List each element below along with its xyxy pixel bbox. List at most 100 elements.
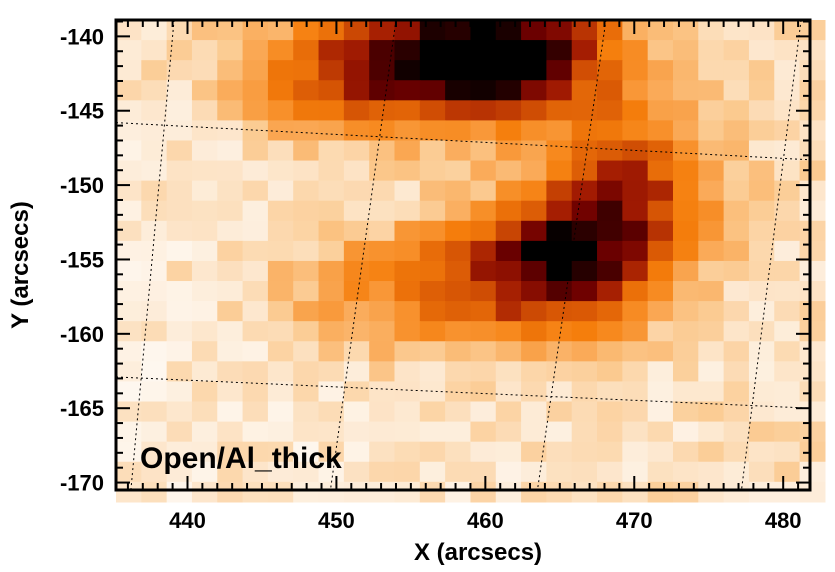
heatmap-cell [318, 441, 345, 463]
heatmap-cell [267, 381, 294, 403]
heatmap-cell [369, 441, 396, 463]
heatmap-cell [445, 160, 472, 182]
heatmap-cell [546, 381, 573, 403]
heatmap-cells [116, 20, 826, 503]
heatmap-cell [723, 441, 750, 463]
heatmap-cell [647, 260, 674, 282]
heatmap-cell [698, 421, 725, 443]
heatmap-cell [242, 461, 269, 483]
heatmap-cell [369, 140, 396, 162]
heatmap-cell [495, 220, 522, 242]
heatmap-cell [622, 20, 649, 41]
heatmap-cell [116, 160, 142, 182]
heatmap-cell [318, 301, 345, 322]
heatmap-cell [647, 180, 674, 202]
heatmap-cell [242, 120, 269, 142]
heatmap-cell [217, 481, 244, 503]
heatmap-cell [141, 120, 168, 142]
heatmap-cell [267, 260, 294, 282]
heatmap-cell [369, 421, 396, 443]
heatmap-cell [445, 200, 472, 222]
heatmap-cell [116, 260, 142, 282]
heatmap-cell [318, 80, 345, 101]
heatmap-cell [470, 421, 497, 443]
heatmap-cell [597, 220, 623, 242]
heatmap-cell [343, 80, 370, 101]
heatmap-cell [394, 260, 421, 282]
heatmap-cell [470, 481, 497, 503]
heatmap-cell [166, 100, 193, 121]
heatmap-cell [495, 401, 522, 423]
heatmap-cell [698, 220, 725, 242]
heatmap-cell [267, 441, 294, 463]
heatmap-cell [723, 361, 750, 383]
heatmap-cell [293, 240, 320, 262]
heatmap-cell [116, 180, 142, 202]
heatmap-cell [116, 40, 142, 61]
heatmap-cell [419, 100, 446, 121]
heatmap-cell [394, 381, 421, 403]
heatmap-cell [318, 281, 345, 302]
heatmap-cell [267, 321, 294, 342]
heatmap-cell [166, 281, 193, 302]
heatmap-cell [343, 381, 370, 403]
heatmap-cell [217, 321, 244, 342]
heatmap-cell [748, 341, 775, 362]
heatmap-cell [698, 301, 725, 322]
heatmap-cell [445, 281, 472, 302]
heatmap-cell [622, 421, 649, 443]
heatmap-cell [495, 80, 522, 101]
heatmap-cell [799, 441, 826, 463]
heatmap-cell [748, 361, 775, 383]
heatmap-cell [470, 80, 497, 101]
heatmap-cell [267, 80, 294, 101]
heatmap-cell [419, 140, 446, 162]
heatmap-cell [343, 341, 370, 362]
heatmap-cell [799, 321, 826, 342]
heatmap-cell [571, 461, 598, 483]
heatmap-cell [318, 160, 345, 182]
heatmap-cell [723, 401, 750, 423]
heatmap-cell [647, 461, 674, 483]
heatmap-cell [774, 461, 801, 483]
heatmap-cell [774, 60, 801, 81]
heatmap-cell [470, 401, 497, 423]
heatmap-cell [141, 260, 168, 282]
heatmap-cell [141, 100, 168, 121]
heatmap-cell [141, 160, 168, 182]
heatmap-cell [141, 200, 168, 222]
heatmap-cell [799, 200, 826, 222]
heatmap-cell [191, 301, 218, 322]
heatmap-cell [571, 421, 598, 443]
heatmap-cell [672, 381, 699, 403]
heatmap-cell [470, 160, 497, 182]
heatmap-cell [622, 461, 649, 483]
heatmap-cell [647, 40, 674, 61]
heatmap-cell [116, 281, 142, 302]
heatmap-cell [394, 160, 421, 182]
heatmap-cell [318, 120, 345, 142]
heatmap-cell [445, 40, 472, 61]
grid-line [329, 19, 397, 491]
heatmap-cell [217, 80, 244, 101]
heatmap-cell [242, 160, 269, 182]
heatmap-cell [647, 240, 674, 262]
heatmap-cell [672, 341, 699, 362]
heatmap-cell [369, 260, 396, 282]
heatmap-cell [748, 200, 775, 222]
heatmap-cell [191, 100, 218, 121]
heatmap-cell [242, 341, 269, 362]
heatmap-cell [521, 20, 547, 41]
heatmap-cell [394, 421, 421, 443]
heatmap-cell [267, 120, 294, 142]
heatmap-cell [343, 321, 370, 342]
heatmap-cell [141, 140, 168, 162]
heatmap-cell [242, 80, 269, 101]
heatmap-cell [672, 421, 699, 443]
heatmap-cell [242, 301, 269, 322]
heatmap-cell [723, 260, 750, 282]
heatmap-cell [470, 120, 497, 142]
heatmap-cell [166, 481, 193, 503]
heatmap-cell [571, 40, 598, 61]
heatmap-cell [672, 220, 699, 242]
